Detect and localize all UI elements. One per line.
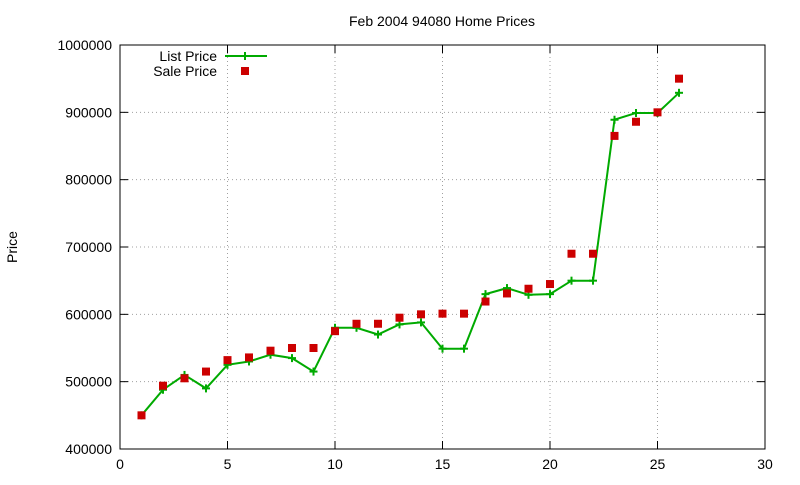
list-price-point [481, 290, 490, 299]
x-tick-label: 20 [542, 456, 558, 472]
sale-price-point [460, 309, 468, 318]
sale-price-point [481, 297, 490, 306]
list-price-point [374, 330, 382, 339]
y-tick-label: 500000 [65, 374, 112, 390]
sale-price-point [395, 313, 404, 322]
sale-price-point [352, 319, 361, 328]
x-tick-label: 5 [224, 456, 232, 472]
y-tick-label: 1000000 [57, 37, 112, 53]
sale-price-point [417, 310, 425, 319]
x-tick-label: 15 [435, 456, 451, 472]
sale-price-point [675, 74, 683, 83]
list-price-point [202, 384, 210, 393]
sale-price-point [331, 327, 339, 336]
x-tick-label: 25 [650, 456, 666, 472]
sale-price-point [632, 117, 640, 126]
sale-price-point [567, 249, 576, 258]
list-price-point [417, 318, 425, 327]
x-tick-label: 10 [327, 456, 343, 472]
legend-plus-marker [241, 52, 249, 60]
sale-price-point [653, 108, 662, 117]
list-price-point [610, 115, 619, 124]
list-price-line [140, 92, 680, 416]
sale-price-point [524, 284, 533, 293]
series-layer [137, 74, 683, 420]
list-price-point [460, 344, 468, 353]
sale-price-point [546, 280, 554, 289]
list-price-point [546, 290, 554, 299]
y-tick-label: 900000 [65, 104, 112, 120]
x-tick-label: 30 [757, 456, 773, 472]
sale-price-point [245, 353, 253, 362]
list-price-point [438, 344, 447, 353]
sale-price-point [159, 381, 167, 390]
y-tick-label: 400000 [65, 441, 112, 457]
legend: List Price Sale Price [153, 48, 267, 79]
sale-price-point [180, 374, 189, 383]
legend-label-list-price: List Price [159, 48, 217, 64]
x-tick-label: 0 [116, 456, 124, 472]
legend-swatch-sale-price [241, 67, 249, 75]
sale-price-point [309, 344, 318, 352]
sale-price-point [589, 249, 597, 258]
legend-marker-list-price [241, 52, 249, 60]
axis-ticks: 400000 500000 600000 700000 800000 900000 1000… [57, 37, 773, 472]
sale-price-point [137, 411, 146, 420]
sale-price-point [438, 309, 447, 318]
grid-lines [120, 45, 765, 449]
list-price-point [675, 88, 683, 97]
list-price-point [288, 354, 296, 363]
sale-price-point [202, 367, 210, 376]
sale-price-point [288, 344, 296, 352]
sale-price-point [266, 346, 275, 355]
list-price-point [395, 320, 404, 329]
y-tick-label: 800000 [65, 172, 112, 188]
list-price-point [589, 276, 597, 285]
chart-title: Feb 2004 94080 Home Prices [349, 13, 535, 29]
list-price-point [632, 109, 640, 118]
sale-price-point [223, 356, 232, 365]
list-price-point [567, 276, 576, 285]
legend-label-sale-price: Sale Price [153, 63, 217, 79]
sale-price-point [610, 131, 619, 140]
y-tick-label: 600000 [65, 306, 112, 322]
y-tick-label: 700000 [65, 239, 112, 255]
list-price-point [309, 367, 318, 376]
sale-price-point [503, 289, 511, 298]
y-axis-label: Price [4, 231, 20, 263]
sale-price-point [374, 319, 382, 328]
